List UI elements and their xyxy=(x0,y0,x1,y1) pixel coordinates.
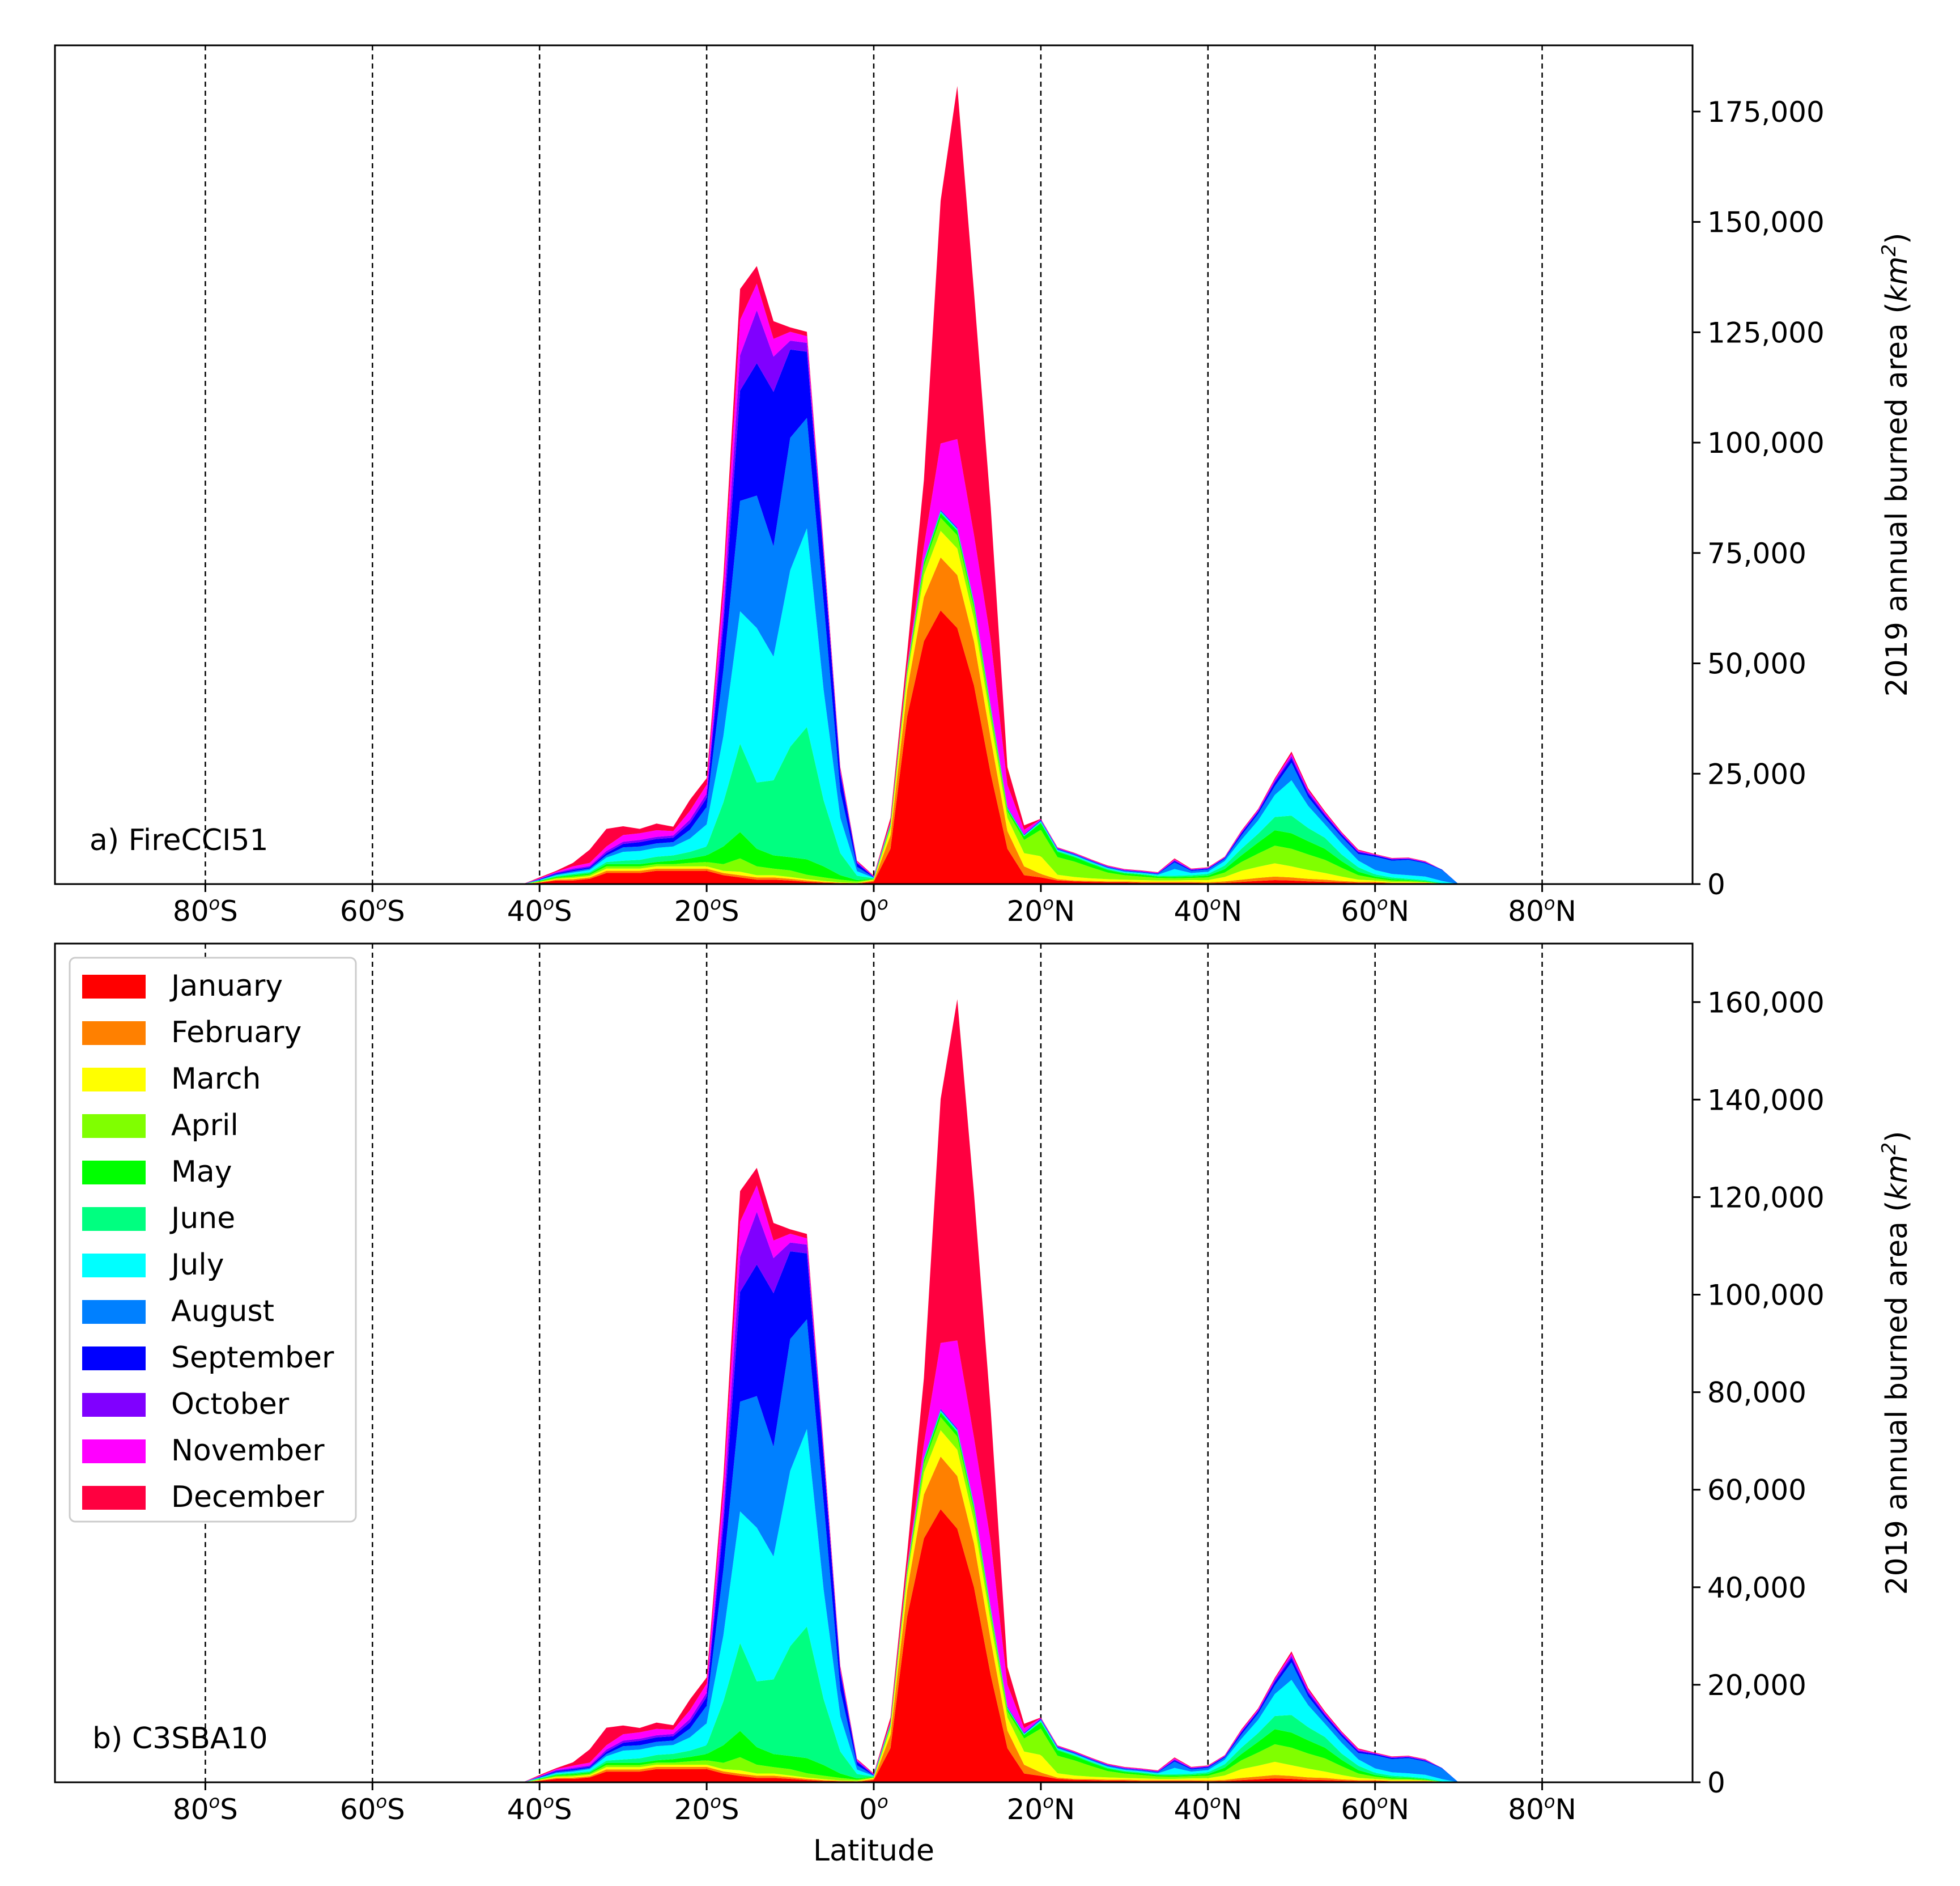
legend-swatch-september xyxy=(82,1346,146,1370)
legend-swatch-august xyxy=(82,1300,146,1324)
panel-b-x-tick-label-5: 20oN xyxy=(1007,1791,1075,1826)
panel-b-area-august xyxy=(522,1319,1459,1782)
panel-a-y-tick-label-0: 0 xyxy=(1707,868,1725,901)
panel-a-chart: 80oS 60oS 40oS 20oS 0o 20oN 40oN 60oN 80oN 0 25,0… xyxy=(54,44,1914,928)
panel-b-x-tick-label-3: 20oS xyxy=(674,1791,739,1826)
panel-a-y-tick-label-7: 175,000 xyxy=(1707,96,1825,129)
panel-b-y-ticks: 0 20,000 40,000 60,000 80,000 100,000 120,000 1… xyxy=(1693,986,1825,1799)
panel-b-area-june xyxy=(522,1412,1459,1782)
panel-b-x-tick-label-8: 80oN xyxy=(1508,1791,1576,1826)
legend-label-november: November xyxy=(171,1434,325,1468)
panel-b-y-axis-label: 2019 annual burned area (km2) xyxy=(1878,1131,1914,1595)
panel-a-x-tick-label-5: 20oN xyxy=(1007,893,1075,928)
legend-label-april: April xyxy=(171,1108,239,1142)
legend: January February March April May June July Augu… xyxy=(69,957,357,1523)
legend-label-december: December xyxy=(171,1480,324,1514)
legend-swatch-october xyxy=(82,1393,146,1417)
legend-label-october: October xyxy=(171,1387,290,1421)
panel-b-y-tick-label-6: 120,000 xyxy=(1707,1181,1825,1214)
panel-b-title: b) C3SBA10 xyxy=(92,1722,268,1756)
legend-label-january: January xyxy=(169,969,283,1003)
legend-swatch-december xyxy=(82,1486,146,1510)
panel-a-y-tick-label-6: 150,000 xyxy=(1707,206,1825,239)
panel-a-grid xyxy=(205,45,1543,884)
panel-a-x-tick-label-0: 80oS xyxy=(173,893,238,928)
panel-a-area-january xyxy=(522,610,1459,884)
panel-a-x-tick-label-7: 60oN xyxy=(1341,893,1409,928)
panel-a-x-tick-label-4: 0o xyxy=(859,893,888,928)
legend-swatch-may xyxy=(82,1161,146,1184)
legend-label-march: March xyxy=(171,1062,261,1096)
panel-a-y-tick-label-3: 75,000 xyxy=(1707,537,1806,570)
panel-b-y-tick-label-1: 20,000 xyxy=(1707,1669,1806,1702)
panel-b-x-tick-label-2: 40oS xyxy=(507,1791,572,1826)
panel-b-x-tick-label-4: 0o xyxy=(859,1791,888,1826)
legend-swatch-march xyxy=(82,1068,146,1091)
panel-a-areas xyxy=(522,86,1459,885)
panel-a-y-ticks: 0 25,000 50,000 75,000 100,000 125,000 150,000… xyxy=(1693,96,1825,901)
panel-a-y-axis-label: 2019 annual burned area (km2) xyxy=(1878,233,1914,697)
panel-b-y-tick-label-3: 60,000 xyxy=(1707,1474,1806,1507)
panel-b-area-january xyxy=(522,1509,1459,1782)
panel-a-title: a) FireCCI51 xyxy=(90,823,269,857)
panel-a-area-september xyxy=(522,349,1459,884)
panel-b-area-september xyxy=(522,1251,1459,1782)
panel-a-area-june xyxy=(522,512,1459,884)
legend-items: January February March April May June July Augu… xyxy=(82,969,334,1514)
panel-a-x-tick-label-3: 20oS xyxy=(674,893,739,928)
panel-a-y-tick-label-5: 125,000 xyxy=(1707,316,1825,349)
panel-b-y-tick-label-8: 160,000 xyxy=(1707,986,1825,1019)
legend-label-june: June xyxy=(169,1201,235,1235)
panel-a-x-ticks: 80oS 60oS 40oS 20oS 0o 20oN 40oN 60oN 80oN xyxy=(173,884,1576,928)
legend-label-september: September xyxy=(171,1341,334,1375)
panel-b-y-tick-label-5: 100,000 xyxy=(1707,1279,1825,1312)
legend-label-august: August xyxy=(171,1294,274,1328)
panel-b-y-tick-label-7: 140,000 xyxy=(1707,1084,1825,1116)
panel-b-areas xyxy=(522,999,1459,1782)
legend-swatch-june xyxy=(82,1207,146,1231)
panel-a-y-tick-label-2: 50,000 xyxy=(1707,648,1806,681)
panel-b-grid xyxy=(205,944,1543,1782)
panel-a-x-tick-label-8: 80oN xyxy=(1508,893,1576,928)
legend-swatch-january xyxy=(82,975,146,999)
panel-b-x-tick-label-1: 60oS xyxy=(340,1791,405,1826)
legend-swatch-february xyxy=(82,1021,146,1045)
panel-b-y-tick-label-0: 0 xyxy=(1707,1766,1725,1799)
panel-b-y-tick-label-4: 80,000 xyxy=(1707,1377,1806,1409)
panel-a-y-tick-label-1: 25,000 xyxy=(1707,758,1806,791)
legend-box xyxy=(69,957,357,1523)
x-axis-label: Latitude xyxy=(813,1834,934,1868)
legend-swatch-april xyxy=(82,1114,146,1138)
legend-label-february: February xyxy=(171,1016,301,1050)
panel-b-x-tick-label-7: 60oN xyxy=(1341,1791,1409,1826)
panel-a-x-tick-label-2: 40oS xyxy=(507,893,572,928)
legend-swatch-november xyxy=(82,1439,146,1463)
legend-label-may: May xyxy=(171,1155,232,1189)
panel-a-x-tick-label-1: 60oS xyxy=(340,893,405,928)
panel-b-x-ticks: 80oS 60oS 40oS 20oS 0o 20oN 40oN 60oN 80oN xyxy=(173,1782,1576,1826)
panel-b-x-tick-label-0: 80oS xyxy=(173,1791,238,1826)
panel-b-x-tick-label-6: 40oN xyxy=(1174,1791,1242,1826)
panel-b-chart: 80oS 60oS 40oS 20oS 0o 20oN 40oN 60oN 80oN 0 20,0… xyxy=(54,942,1914,1826)
panel-b-y-tick-label-2: 40,000 xyxy=(1707,1571,1806,1604)
legend-label-july: July xyxy=(169,1248,224,1282)
panel-a-y-tick-label-4: 100,000 xyxy=(1707,427,1825,460)
panel-a-x-tick-label-6: 40oN xyxy=(1174,893,1242,928)
legend-swatch-july xyxy=(82,1254,146,1277)
panel-a-area-august xyxy=(522,418,1459,884)
